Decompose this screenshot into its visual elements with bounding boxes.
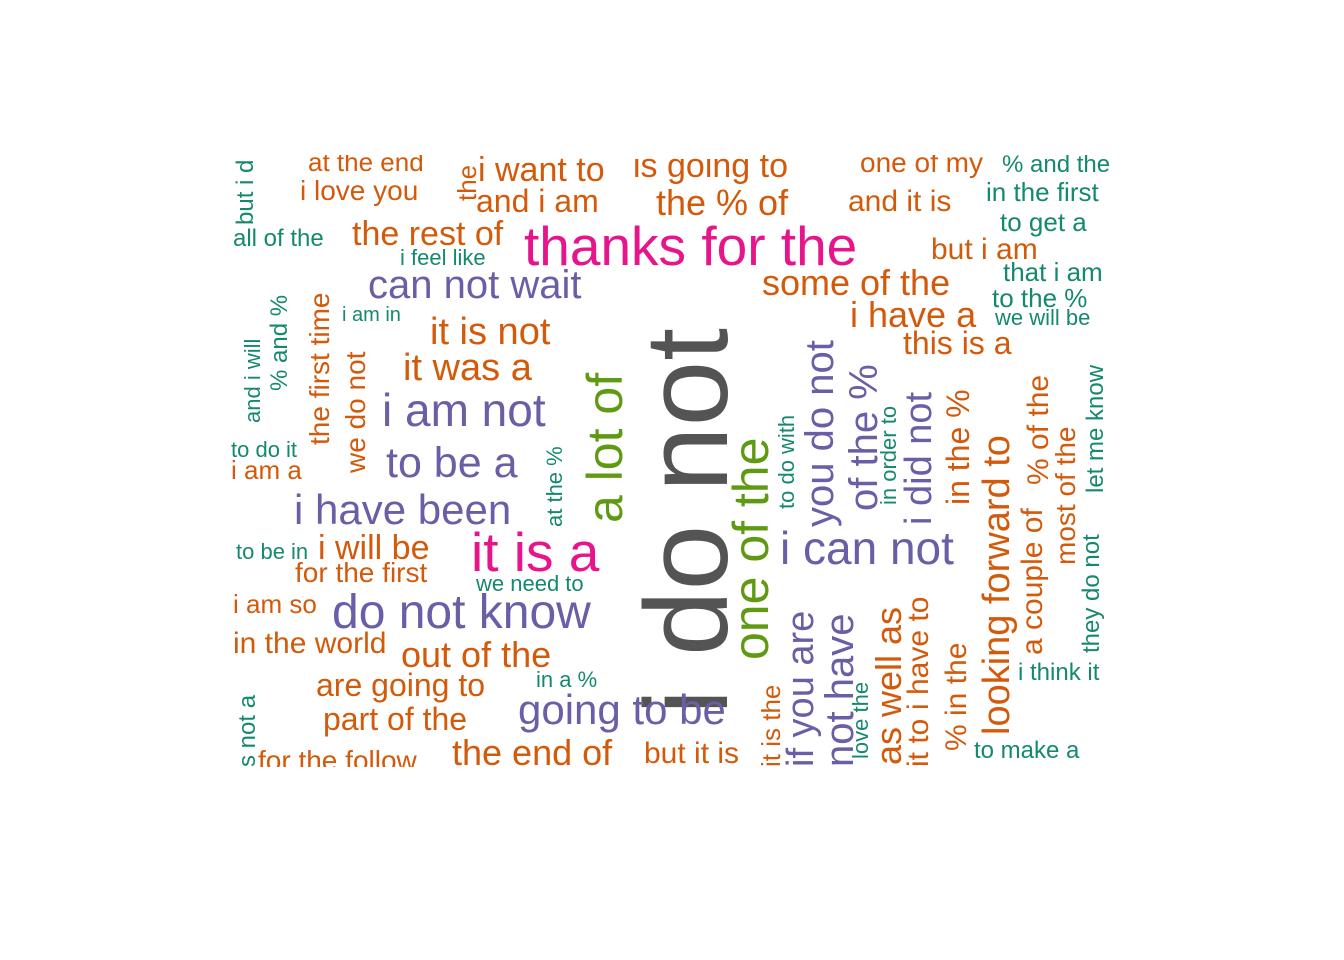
word: this is a [903,325,1012,361]
word: that i am [1003,257,1103,287]
word: i feel like [400,245,486,270]
word: it is a [471,521,600,583]
word: a couple of [1016,508,1049,655]
word: one of my [860,155,983,178]
word: i have been [294,486,512,533]
word: out of the [401,634,552,675]
word: i am not [382,384,546,436]
word: all of the [233,225,324,252]
word: % in the [940,642,973,751]
word: in the % [940,389,976,505]
word: in the world [233,627,387,660]
word: % and the [1002,155,1111,178]
word: but it is [644,737,740,768]
word: but i am [931,233,1038,266]
word: most of the [1050,426,1081,565]
word: to be in [236,539,309,564]
word: you do not [798,340,842,527]
word: i am a [231,455,302,485]
word: are going to [316,667,486,703]
word: to make a [974,737,1080,764]
word: it is not [430,311,551,353]
word: love the [848,681,873,759]
word: to get a [1000,207,1087,237]
word: at the end [308,155,424,177]
word: we do not [340,351,371,473]
word: % and % [266,294,293,391]
word: i have to [902,596,935,710]
word: i am so [233,589,317,619]
word: it to [902,718,935,767]
word: i love you [300,175,419,206]
word: in order to [876,405,901,505]
word: i have a [850,294,977,335]
word: and i am [476,183,599,219]
word: it was a [403,347,532,389]
word: one of the [723,437,779,660]
word: let me know [1082,364,1109,493]
word: for the first [295,557,428,588]
word: the rest of [352,215,504,253]
word: to be a [386,439,518,487]
word: thanks for the [524,215,858,277]
word: to do it [231,437,298,462]
word: looking forward to [976,435,1018,735]
word: and it is [848,185,952,218]
word: in a % [536,667,598,692]
word: at the % [542,446,567,527]
word: we need to [476,571,584,596]
word: it is the [756,684,786,767]
word: i did not [898,391,940,525]
word: do not know [332,586,591,639]
word: the first time [304,292,335,445]
word: i am in [342,304,401,326]
word: in the first [986,177,1099,207]
word: they do not [1078,534,1105,653]
word: going to be [518,686,726,733]
word: i will be [318,529,430,567]
word: part of the [323,701,468,737]
word: for the follow [258,745,417,768]
word: we will be [995,305,1091,330]
word: and i will [240,338,265,423]
word-cloud: i do not thanks for the it is a a lot of… [228,155,1120,767]
word: to the % [992,283,1088,313]
word: can not wait [368,263,582,307]
word: s not a [234,694,261,767]
word: but i d [232,159,259,225]
word: a lot of [577,372,633,523]
word: i think it [1018,659,1100,686]
word: to do with [774,414,799,509]
word: the % of [656,182,789,223]
word: i want to [478,155,605,189]
word: i can not [780,522,954,574]
word: if you are [780,610,822,767]
word: some of the [762,262,951,303]
word: is going to [633,155,788,185]
word: the end of [452,732,613,768]
word: the [452,164,482,201]
